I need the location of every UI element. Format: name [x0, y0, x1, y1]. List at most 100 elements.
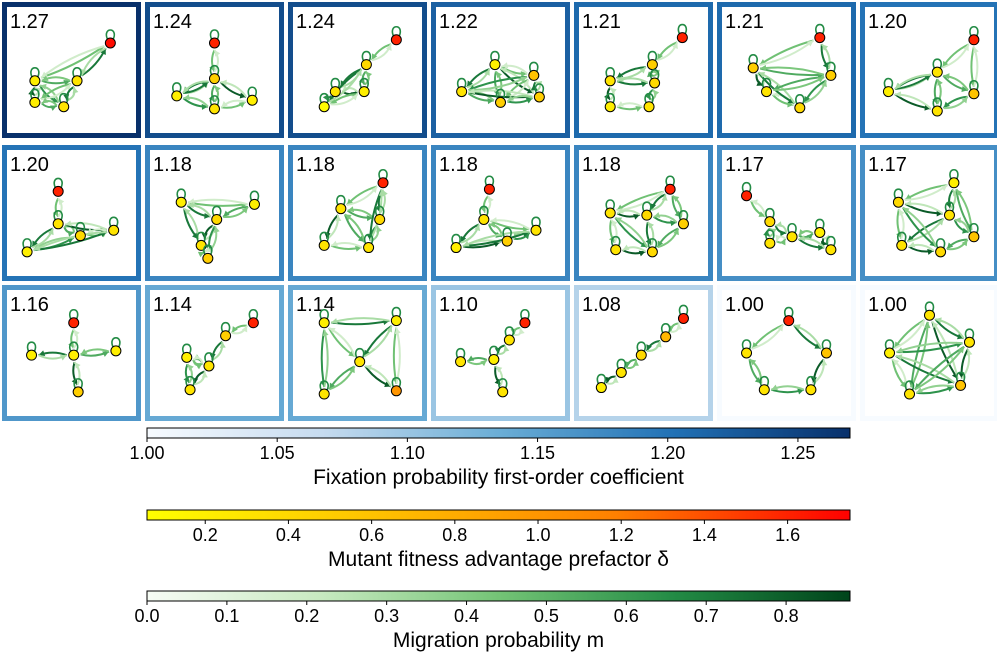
deme-node — [963, 336, 975, 348]
deme-node — [501, 235, 513, 247]
deme-node — [814, 226, 826, 238]
self-loop — [72, 67, 82, 78]
self-loop — [932, 58, 943, 69]
deme-node — [931, 66, 943, 78]
migration-arrowhead — [661, 194, 668, 201]
migration-arrowhead — [60, 355, 67, 361]
migration-arrowhead — [804, 96, 810, 103]
migration-arrowhead — [65, 220, 72, 227]
migration-arrowhead — [467, 355, 475, 362]
deme-node — [635, 349, 647, 361]
deme-node — [943, 209, 955, 221]
colorbar-tick-label: 0.6 — [359, 525, 384, 545]
migration-arrowhead — [653, 89, 660, 97]
deme-node — [450, 242, 462, 254]
migration-arrowhead — [241, 325, 248, 333]
self-loop — [319, 92, 329, 104]
migration-arrowhead — [810, 377, 817, 384]
migration-arrowhead — [366, 215, 373, 222]
migration-arrowhead — [777, 324, 784, 332]
migration-arrowhead — [378, 189, 385, 196]
colorbar-tick-label: 0.0 — [134, 606, 159, 626]
migration-arrowhead — [794, 324, 801, 330]
deme-node — [595, 382, 607, 394]
deme-node — [358, 86, 370, 98]
migration-arrowhead — [936, 210, 943, 217]
deme-node — [360, 59, 372, 71]
migration-arrowhead — [958, 346, 965, 354]
migration-arrowhead — [201, 103, 208, 110]
deme-node — [519, 317, 531, 329]
self-loop — [247, 86, 258, 97]
deme-node — [904, 388, 916, 400]
migration-arrowhead — [376, 225, 382, 233]
deme-node — [935, 246, 947, 258]
colorbar-tick-label: 0.4 — [454, 606, 479, 626]
colorbar-tick-label: 1.20 — [650, 443, 685, 463]
migration-edge — [468, 89, 533, 98]
migration-arrowhead — [758, 211, 766, 217]
deme-node — [52, 218, 64, 230]
deme-node — [455, 356, 467, 368]
migration-arrowhead — [187, 201, 194, 208]
deme-node — [488, 353, 500, 365]
migration-arrowhead — [916, 387, 924, 393]
deme-node — [390, 34, 402, 46]
migration-arrowhead — [386, 325, 393, 333]
migration-arrowhead — [523, 232, 530, 240]
deme-node — [660, 331, 672, 343]
self-loop — [68, 341, 79, 352]
migration-arrowhead — [617, 207, 624, 214]
self-loop — [787, 222, 797, 234]
self-loop — [185, 375, 195, 387]
self-loop — [181, 343, 192, 354]
self-loop — [220, 321, 231, 333]
colorbar-tick-label: 0.4 — [276, 525, 301, 545]
deme-node — [390, 385, 402, 397]
self-loop — [176, 188, 186, 199]
deme-node — [747, 62, 759, 74]
graph-panel: 1.17 — [860, 145, 997, 281]
self-loop — [248, 308, 259, 320]
migration-arrowhead — [635, 106, 643, 112]
graph-panel: 1.20 — [2, 145, 141, 281]
graph-panel: 1.16 — [2, 285, 141, 421]
panel-coefficient-label: 1.17 — [725, 154, 764, 176]
deme-node — [247, 317, 259, 329]
self-loop — [456, 77, 467, 88]
migration-edge — [40, 45, 105, 79]
self-loop — [330, 77, 341, 88]
migration-arrowhead — [520, 71, 528, 78]
self-loop — [748, 54, 758, 65]
graph-panel: 1.18 — [145, 145, 284, 281]
self-loop — [596, 373, 607, 384]
colorbar-gradient-fitness — [146, 509, 851, 521]
panel-coefficient-label: 1.14 — [296, 294, 335, 316]
deme-node — [68, 317, 80, 329]
colorbars: 1.00 1.05 1.10 1.15 1.20 1.25 Fixation probabi… — [129, 427, 851, 652]
migration-arrowhead — [632, 359, 639, 366]
self-loop — [761, 77, 772, 88]
graph-panel: 1.00 — [860, 285, 997, 421]
deme-node — [643, 101, 655, 113]
deme-node — [110, 345, 122, 357]
migration-arrowhead — [365, 71, 373, 79]
panel-coefficient-label: 1.18 — [153, 154, 192, 176]
deme-node — [604, 207, 616, 219]
self-loop — [520, 308, 530, 320]
migration-arrowhead — [384, 381, 391, 388]
migration-arrowhead — [474, 224, 481, 232]
self-loop — [504, 326, 515, 337]
migration-arrowhead — [58, 198, 65, 205]
self-loop — [479, 205, 489, 216]
migration-arrowhead — [771, 384, 778, 391]
migration-arrowhead — [823, 234, 830, 241]
deme-node — [805, 384, 817, 396]
migration-arrowhead — [365, 364, 372, 371]
deme-node — [530, 224, 542, 236]
colorbar-tick-label: 0.3 — [374, 606, 399, 626]
self-loop — [495, 88, 506, 99]
deme-node — [786, 231, 798, 243]
graph-panel: 1.21 — [717, 2, 856, 138]
deme-node — [892, 196, 904, 208]
